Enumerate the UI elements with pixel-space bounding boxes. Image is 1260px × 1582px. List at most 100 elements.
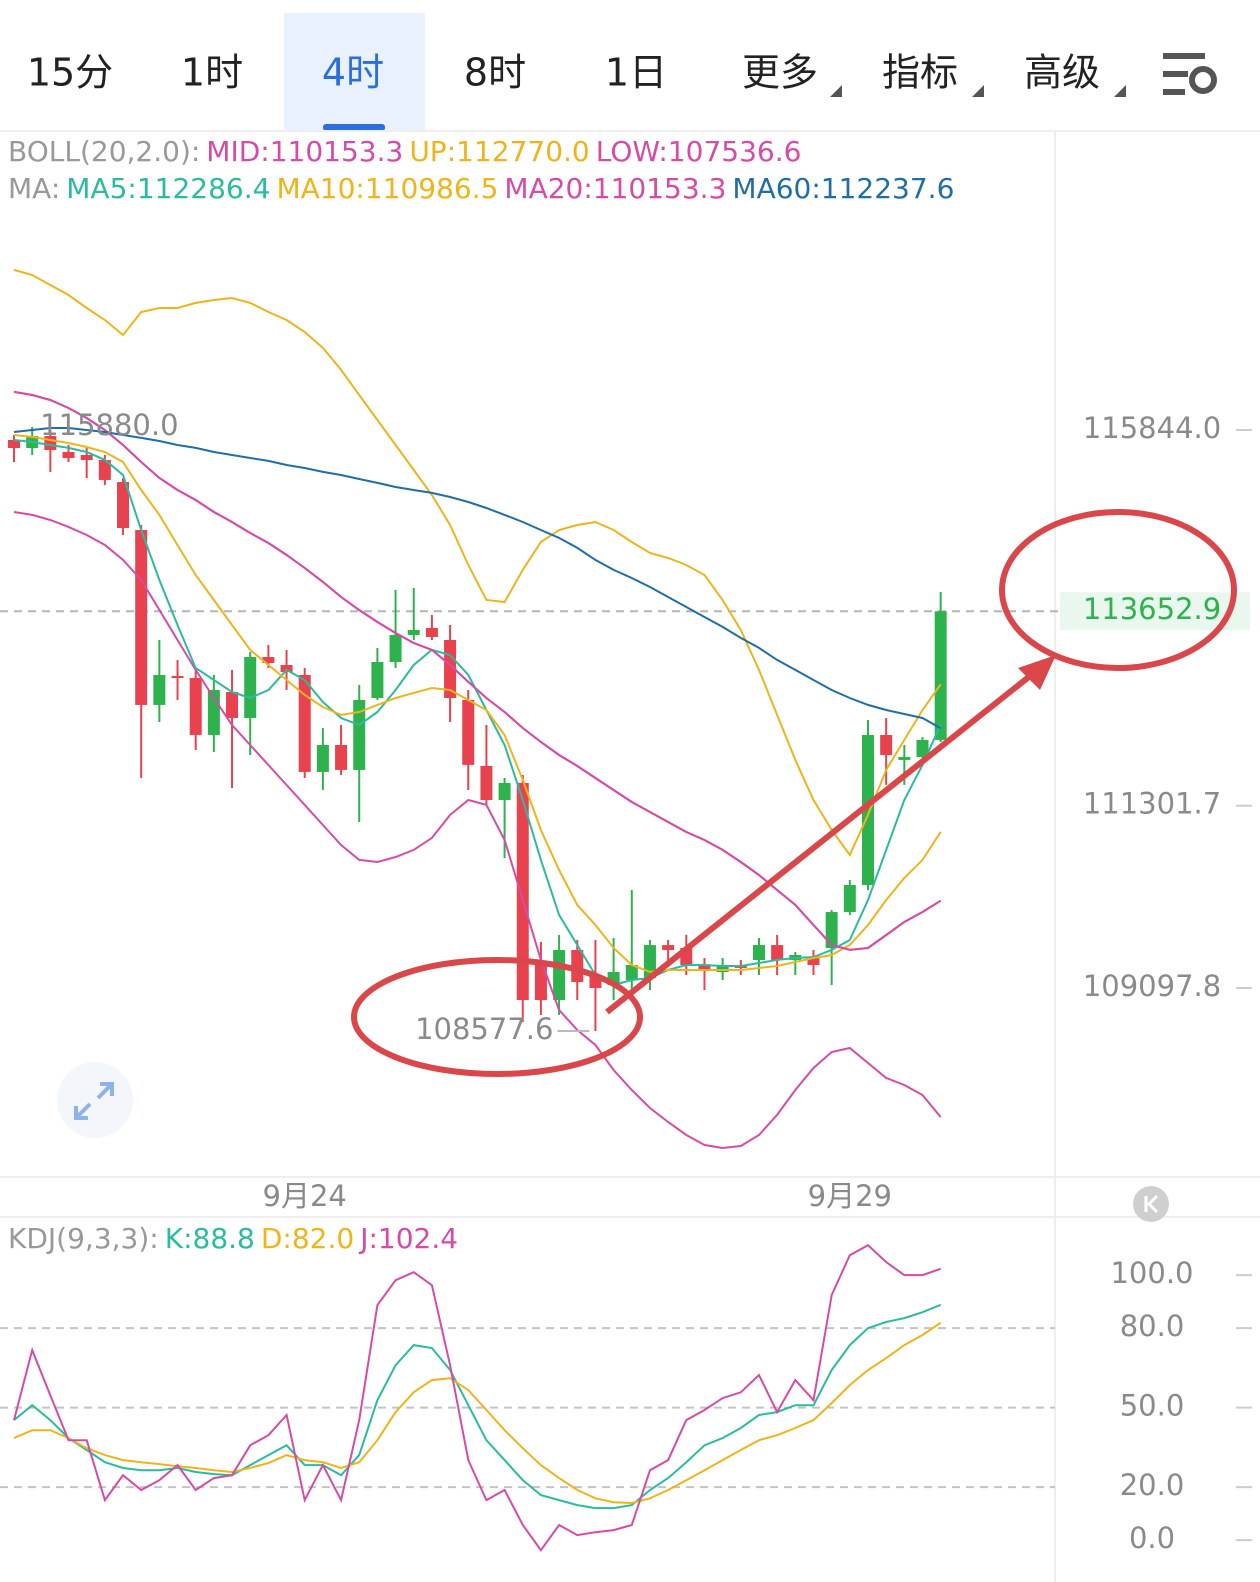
candle-body	[335, 744, 348, 770]
candle-body	[135, 529, 148, 705]
candle-body	[625, 964, 638, 981]
candle-body	[371, 662, 384, 698]
legend-item: MA10:110986.5	[276, 172, 498, 205]
indicator-line	[13, 511, 942, 1150]
candle-body	[480, 765, 493, 800]
icon-part	[1144, 1194, 1159, 1214]
candle-body	[171, 675, 184, 678]
legend-title: BOLL(20,2.0):	[8, 135, 200, 168]
dropdown-caret	[830, 85, 842, 97]
candle-body	[716, 964, 729, 973]
active-tab-underline	[323, 124, 385, 131]
icon-part	[96, 1082, 114, 1100]
icon-part	[74, 1102, 92, 1120]
candle-body	[698, 964, 711, 971]
candle-body	[771, 945, 784, 961]
y-tick-label: 20.0	[1120, 1468, 1185, 1502]
legend-item: LOW:107536.6	[596, 135, 802, 168]
kdj-chart: KDJ(9,3,3): K:88.8 D:82.0 J:102.4 100.0 80.0 5…	[0, 1222, 1252, 1555]
candle-body	[516, 782, 529, 1001]
indicator-line	[13, 390, 942, 951]
legend-item: MA20:110153.3	[504, 172, 726, 205]
candle-body	[843, 885, 856, 913]
icon-gear	[1189, 66, 1217, 94]
candle-body	[807, 958, 820, 965]
candle-body	[80, 454, 93, 461]
indicator-line	[13, 439, 942, 987]
legend-title: MA:	[8, 172, 60, 205]
candle-body	[262, 657, 275, 664]
y-tick-label: 115844.0	[1083, 411, 1221, 445]
y-tick-label: 109097.8	[1083, 969, 1221, 1003]
annotation-overlay	[351, 509, 1237, 1077]
candle-body	[244, 657, 257, 719]
indicator-line	[13, 1321, 942, 1505]
dropdown-caret	[972, 85, 984, 97]
candle-body	[861, 734, 874, 886]
candle-body	[8, 440, 20, 449]
candle-body	[226, 691, 239, 719]
legend: BOLL(20,2.0): MID:110153.3 UP:112770.0 LOW:…	[8, 135, 801, 168]
legend-item: MA5:112286.4	[66, 172, 270, 205]
indicator-line	[13, 1303, 942, 1510]
min-label: 108577.6	[415, 1012, 553, 1046]
y-tick-label: 111301.7	[1083, 787, 1221, 821]
tab[interactable]: 更多	[742, 51, 818, 95]
candle-body	[462, 699, 475, 765]
trend-arrow	[605, 673, 1032, 1015]
legend-item: D:82.0	[261, 1222, 354, 1255]
arrow-head	[1018, 655, 1056, 690]
candle-body	[316, 744, 329, 772]
legend: KDJ(9,3,3): K:88.8 D:82.0 J:102.4	[8, 1222, 458, 1255]
tab[interactable]: 4时	[322, 51, 384, 95]
indicator-line	[13, 434, 942, 973]
tab[interactable]: 15分	[27, 51, 113, 95]
candle-body	[898, 756, 911, 760]
last-price-label: 113652.9	[1083, 592, 1221, 626]
tab[interactable]: 1时	[181, 51, 243, 95]
legend-title: KDJ(9,3,3):	[8, 1222, 159, 1255]
y-tick-label: 100.0	[1110, 1256, 1193, 1290]
last-price-box	[1060, 592, 1250, 631]
candle-body	[189, 677, 202, 735]
tab[interactable]: 高级	[1024, 51, 1100, 95]
tab[interactable]: 8时	[464, 51, 526, 95]
legend-item: MID:110153.3	[206, 135, 403, 168]
x-tick-label: 9月29	[808, 1179, 892, 1213]
candle-body	[825, 912, 838, 949]
main-chart: BOLL(20,2.0): MID:110153.3 UP:112770.0 LOW:…	[0, 135, 1252, 1213]
expand-button[interactable]	[57, 1062, 133, 1138]
active-tab-bg	[284, 13, 425, 130]
candle-body	[553, 950, 566, 1001]
candle-body	[934, 611, 947, 740]
candle-body	[571, 950, 584, 983]
candle-body	[153, 674, 166, 705]
indicator-line	[13, 427, 942, 730]
tab[interactable]: 1日	[605, 51, 667, 95]
candle-body	[389, 634, 402, 663]
candle-body	[916, 739, 929, 757]
candle-body	[353, 699, 366, 770]
candle-body	[62, 451, 75, 459]
candle-body	[498, 782, 511, 800]
candle-body	[534, 962, 547, 1001]
candle-body	[880, 734, 893, 755]
candle-body	[298, 674, 311, 772]
candle-body	[425, 628, 438, 638]
y-tick-label: 50.0	[1120, 1389, 1185, 1423]
highlight-ellipse	[351, 957, 643, 1077]
candle-body	[98, 460, 111, 480]
candle-body	[662, 945, 675, 951]
indicator-line	[13, 390, 942, 951]
candle-body	[280, 664, 293, 673]
settings-icon[interactable]	[1163, 53, 1217, 95]
candle-body	[117, 482, 130, 529]
dropdown-caret	[1114, 85, 1126, 97]
legend-item: J:102.4	[358, 1222, 458, 1255]
legend-item: UP:112770.0	[409, 135, 589, 168]
tab[interactable]: 指标	[882, 51, 958, 95]
y-tick-label: 0.0	[1129, 1521, 1175, 1555]
indicator-line	[13, 1243, 942, 1552]
